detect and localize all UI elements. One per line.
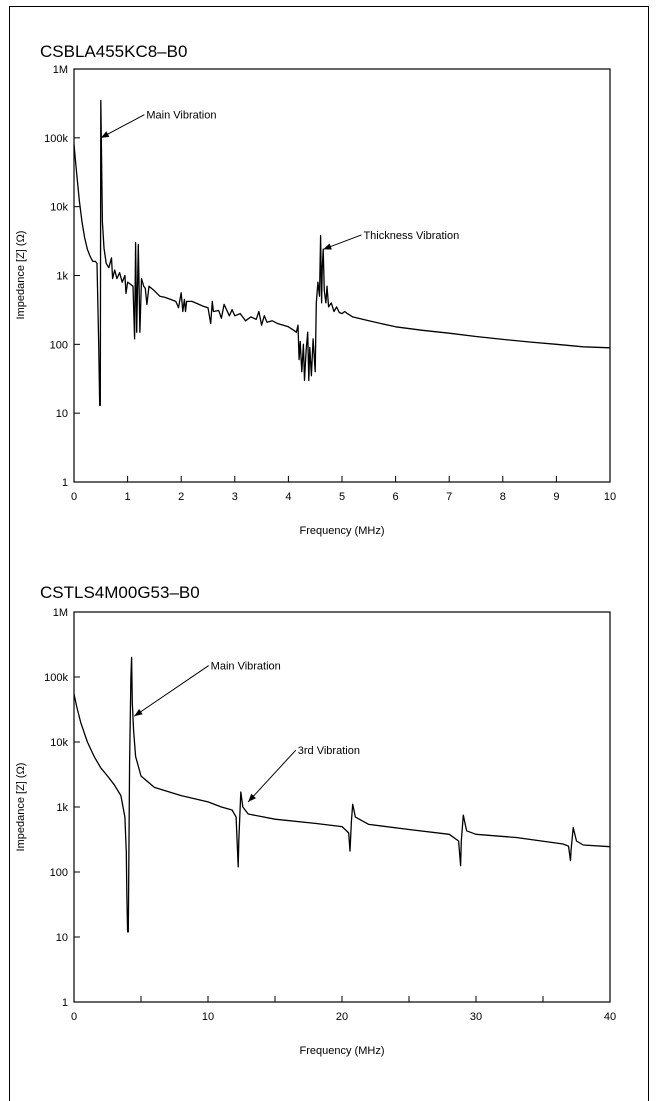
y-tick-label: 1 xyxy=(62,477,68,489)
chart-title: CSBLA455KC8–B0 xyxy=(40,42,187,61)
y-tick-label: 1k xyxy=(56,271,68,283)
y-tick-label: 10k xyxy=(50,202,68,214)
x-tick-label: 4 xyxy=(285,491,291,503)
impedance-curve xyxy=(73,99,611,406)
annotation-layer: Main Vibration 3rd Vibration xyxy=(134,661,360,803)
x-tick-label: 5 xyxy=(339,491,345,503)
annotation-label: Thickness Vibration xyxy=(363,230,459,242)
y-axis-label: Impedance [Z] (Ω) xyxy=(15,231,27,320)
y-tick-label: 100 xyxy=(50,339,68,351)
annotation-arrow-line xyxy=(134,665,209,717)
annotation-arrowhead xyxy=(248,793,256,802)
x-tick-label: 40 xyxy=(604,1011,616,1023)
x-tick-label: 1 xyxy=(125,491,131,503)
chart-cstls4m00g53: CSTLS4M00G53–B0 1 10 100 1k 10k 100k 1M 0 10 20 30… xyxy=(15,583,616,1057)
y-tick-label: 1M xyxy=(53,607,68,619)
annotation-label: 3rd Vibration xyxy=(298,745,360,757)
chart-title: CSTLS4M00G53–B0 xyxy=(40,583,200,602)
impedance-curve xyxy=(73,656,611,933)
x-tick-label: 10 xyxy=(202,1011,214,1023)
x-tick-label: 0 xyxy=(71,1011,77,1023)
series-layer xyxy=(73,99,611,406)
x-tick-label: 8 xyxy=(500,491,506,503)
plot-area-frame xyxy=(73,68,611,483)
y-tick-label: 1 xyxy=(62,997,68,1009)
x-tick-label: 30 xyxy=(470,1011,482,1023)
annotation-arrowhead xyxy=(100,131,110,138)
x-tick-label: 20 xyxy=(336,1011,348,1023)
y-tick-label: 100k xyxy=(44,133,68,145)
x-tick-label: 7 xyxy=(446,491,452,503)
figure-frame xyxy=(9,6,649,1101)
x-tick-label: 3 xyxy=(232,491,238,503)
y-tick-label: 10 xyxy=(56,408,68,420)
axis-ticks: 1 10 100 1k 10k 100k 1M 0 10 20 30 40 xyxy=(44,607,616,1023)
y-tick-label: 100 xyxy=(50,867,68,879)
y-tick-label: 100k xyxy=(44,672,68,684)
x-axis-label: Frequency (MHz) xyxy=(300,1045,385,1057)
annotation-arrow-line xyxy=(247,749,297,803)
y-tick-label: 1M xyxy=(53,64,68,76)
annotation-arrowhead xyxy=(323,243,332,250)
annotation-arrow-line xyxy=(100,114,145,139)
x-tick-label: 9 xyxy=(553,491,559,503)
x-tick-label: 2 xyxy=(178,491,184,503)
y-axis-label: Impedance [Z] (Ω) xyxy=(15,763,27,852)
y-tick-label: 1k xyxy=(56,802,68,814)
series-layer xyxy=(73,656,611,933)
annotation-label: Main Vibration xyxy=(211,661,281,673)
plot-area-frame xyxy=(73,611,611,1003)
x-tick-label: 6 xyxy=(393,491,399,503)
x-axis-label: Frequency (MHz) xyxy=(300,525,385,537)
y-tick-label: 10k xyxy=(50,737,68,749)
annotation-layer: Main Vibration Thickness Vibration xyxy=(100,110,459,250)
annotation-arrowhead xyxy=(134,708,143,717)
x-tick-label: 10 xyxy=(604,491,616,503)
annotation-label: Main Vibration xyxy=(146,110,216,122)
x-tick-label: 0 xyxy=(71,491,77,503)
y-tick-label: 10 xyxy=(56,932,68,944)
